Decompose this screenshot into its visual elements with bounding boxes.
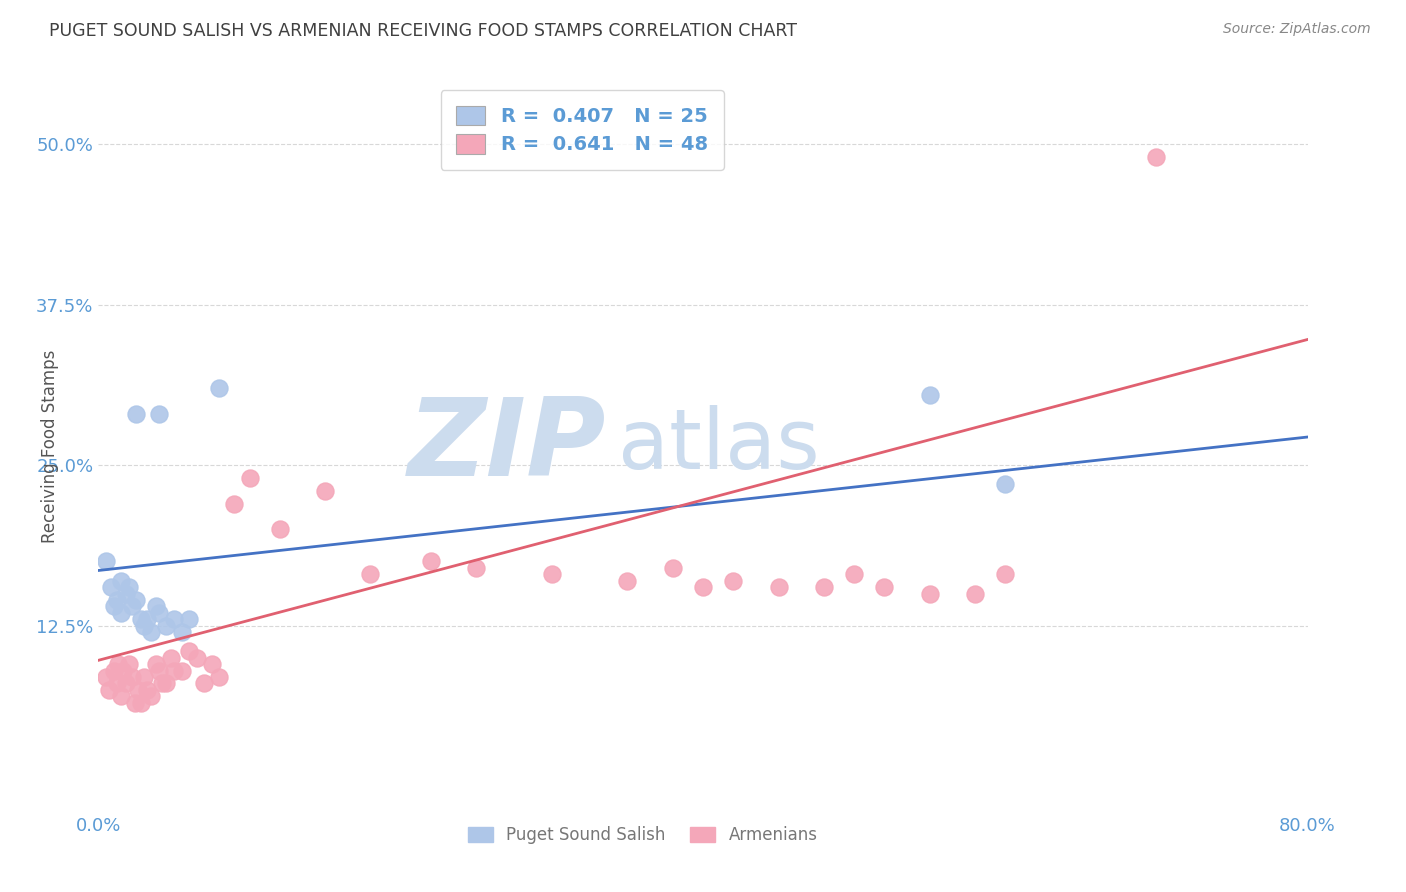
Point xyxy=(148,407,170,421)
Point xyxy=(160,650,183,665)
Point xyxy=(179,612,201,626)
Point xyxy=(129,612,152,626)
Point xyxy=(94,670,117,684)
Text: atlas: atlas xyxy=(619,406,820,486)
Point xyxy=(105,676,128,690)
Point xyxy=(141,690,163,704)
Point xyxy=(155,676,177,690)
Point xyxy=(135,612,157,626)
Point xyxy=(121,599,143,614)
Point xyxy=(150,676,173,690)
Point xyxy=(163,612,186,626)
Point xyxy=(208,670,231,684)
Point xyxy=(269,523,291,537)
Point xyxy=(994,567,1017,582)
Point xyxy=(465,561,488,575)
Point xyxy=(994,477,1017,491)
Point xyxy=(145,657,167,672)
Point xyxy=(420,554,443,568)
Point xyxy=(148,664,170,678)
Point xyxy=(155,618,177,632)
Point xyxy=(135,682,157,697)
Point xyxy=(965,586,987,600)
Point xyxy=(124,696,146,710)
Point xyxy=(110,690,132,704)
Point xyxy=(125,593,148,607)
Point xyxy=(360,567,382,582)
Point xyxy=(768,580,790,594)
Point xyxy=(148,606,170,620)
Point xyxy=(239,471,262,485)
Point xyxy=(844,567,866,582)
Text: PUGET SOUND SALISH VS ARMENIAN RECEIVING FOOD STAMPS CORRELATION CHART: PUGET SOUND SALISH VS ARMENIAN RECEIVING… xyxy=(49,22,797,40)
Text: Source: ZipAtlas.com: Source: ZipAtlas.com xyxy=(1223,22,1371,37)
Point xyxy=(813,580,835,594)
Point xyxy=(110,574,132,588)
Point xyxy=(121,670,143,684)
Point xyxy=(186,650,208,665)
Point xyxy=(111,664,134,678)
Point xyxy=(314,483,336,498)
Point xyxy=(94,554,117,568)
Point xyxy=(141,625,163,640)
Text: Receiving Food Stamps: Receiving Food Stamps xyxy=(41,350,59,542)
Point xyxy=(170,625,193,640)
Point xyxy=(105,593,128,607)
Point xyxy=(873,580,896,594)
Point xyxy=(103,664,125,678)
Point xyxy=(118,657,141,672)
Point xyxy=(125,407,148,421)
Point xyxy=(179,644,201,658)
Point xyxy=(661,561,683,575)
Point xyxy=(918,387,941,401)
Point xyxy=(118,580,141,594)
Point xyxy=(103,599,125,614)
Point xyxy=(145,599,167,614)
Point xyxy=(114,676,136,690)
Point xyxy=(1144,150,1167,164)
Point xyxy=(114,586,136,600)
Point xyxy=(100,580,122,594)
Point xyxy=(692,580,714,594)
Point xyxy=(110,606,132,620)
Point xyxy=(163,664,186,678)
Point xyxy=(208,381,231,395)
Legend: Puget Sound Salish, Armenians: Puget Sound Salish, Armenians xyxy=(461,820,824,851)
Point xyxy=(170,664,193,678)
Point xyxy=(201,657,224,672)
Point xyxy=(132,670,155,684)
Point xyxy=(723,574,745,588)
Point xyxy=(616,574,638,588)
Point xyxy=(107,657,129,672)
Point xyxy=(129,696,152,710)
Point xyxy=(224,497,246,511)
Point xyxy=(127,682,149,697)
Point xyxy=(193,676,215,690)
Point xyxy=(540,567,562,582)
Point xyxy=(98,682,121,697)
Point xyxy=(132,618,155,632)
Text: ZIP: ZIP xyxy=(408,393,606,499)
Point xyxy=(918,586,941,600)
